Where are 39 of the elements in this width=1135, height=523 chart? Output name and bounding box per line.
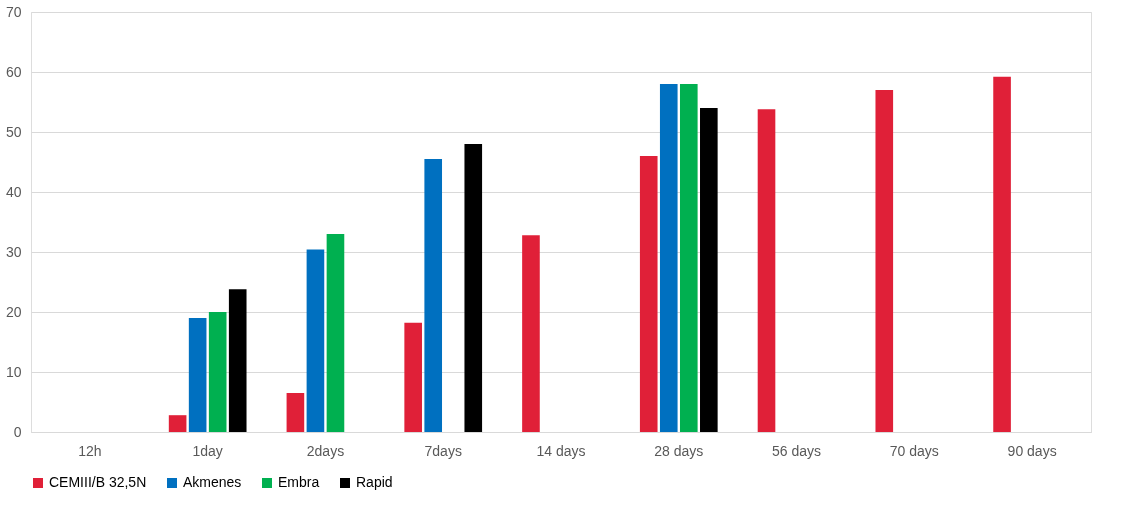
y-tick-label: 30 xyxy=(5,243,22,260)
bar xyxy=(700,108,718,432)
bar xyxy=(757,109,776,432)
bar xyxy=(659,84,678,432)
bar xyxy=(168,415,187,432)
legend-label: Akmenes xyxy=(183,474,242,490)
bar xyxy=(875,90,894,432)
legend-label: CEMIII/B 32,5N xyxy=(49,474,147,490)
x-tick-label: 70 days xyxy=(889,442,939,459)
bar xyxy=(424,159,443,432)
y-tick-label: 60 xyxy=(5,63,22,80)
legend-label: Embra xyxy=(278,474,320,490)
x-tick-label: 7days xyxy=(424,442,462,459)
x-tick-label: 90 days xyxy=(1007,442,1057,459)
x-tick-label: 12h xyxy=(78,442,102,459)
x-tick-label: 28 days xyxy=(654,442,704,459)
x-tick-label: 56 days xyxy=(772,442,822,459)
x-tick-label: 14 days xyxy=(536,442,586,459)
bar xyxy=(306,249,325,432)
x-tick-label: 2days xyxy=(306,442,345,459)
bar xyxy=(993,76,1011,432)
x-tick-label: 1day xyxy=(192,442,223,459)
bar xyxy=(228,289,247,432)
bar xyxy=(679,84,698,432)
bar xyxy=(464,144,483,432)
y-tick-label: 50 xyxy=(5,123,22,140)
y-tick-label: 20 xyxy=(5,303,22,320)
y-tick-label: 0 xyxy=(13,423,22,440)
y-tick-label: 40 xyxy=(5,183,22,200)
y-tick-label: 10 xyxy=(5,363,22,380)
bar xyxy=(639,156,658,432)
y-tick-label: 70 xyxy=(5,3,22,20)
bar xyxy=(208,312,227,432)
bar xyxy=(188,318,207,432)
legend-label: Rapid xyxy=(356,474,393,490)
bar xyxy=(326,234,345,432)
bar xyxy=(522,235,540,432)
bar xyxy=(286,393,305,432)
bar xyxy=(404,322,422,432)
